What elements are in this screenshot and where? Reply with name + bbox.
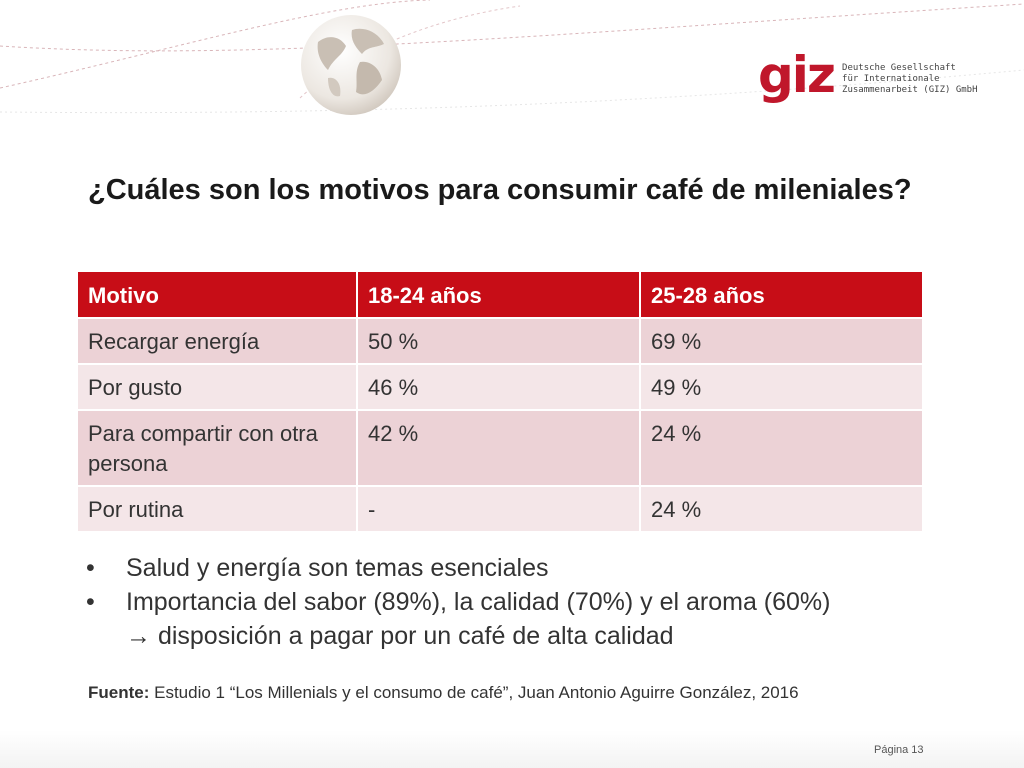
cell-motivo: Recargar energía (76, 317, 358, 365)
source-text: Estudio 1 “Los Millenials y el consumo d… (149, 683, 799, 702)
logo-line: Deutsche Gesellschaft (842, 62, 956, 73)
table-row: Para compartir con otra persona 42 % 24 … (76, 409, 924, 487)
header-motivo: Motivo (76, 270, 358, 319)
bullet-marker: • (86, 554, 95, 582)
cell-motivo: Por gusto (76, 363, 358, 411)
footer-band (0, 730, 1024, 768)
list-item: • Salud y energía son temas esenciales (84, 551, 830, 585)
cell-motivo: Para compartir con otra persona (76, 409, 358, 487)
logo-line: Zusammenarbeit (GIZ) GmbH (842, 84, 978, 95)
giz-logo-text: Deutsche Gesellschaft für Internationale… (842, 63, 977, 96)
list-item: • Importancia del sabor (89%), la calida… (84, 585, 830, 619)
slide-title: ¿Cuáles son los motivos para consumir ca… (88, 174, 912, 206)
header-25-28: 25-28 años (639, 270, 924, 319)
table-row: Recargar energía 50 % 69 % (76, 317, 924, 365)
cell-18-24: - (356, 485, 641, 533)
cell-motivo: Por rutina (76, 485, 358, 533)
bullet-text: Importancia del sabor (89%), la calidad … (126, 588, 831, 616)
list-item-continuation: → disposición a pagar por un café de alt… (84, 619, 830, 653)
cell-25-28: 49 % (639, 363, 924, 411)
source-citation: Fuente: Estudio 1 “Los Millenials y el c… (88, 683, 799, 703)
bullet-list: • Salud y energía son temas esenciales •… (84, 551, 830, 653)
page-number: Página 13 (874, 744, 924, 756)
motives-table: Motivo 18-24 años 25-28 años Recargar en… (76, 270, 924, 533)
bullet-marker: • (86, 588, 95, 616)
bullet-text: Salud y energía son temas esenciales (126, 554, 549, 582)
cell-25-28: 69 % (639, 317, 924, 365)
logo-line: für Internationale (842, 73, 940, 84)
globe-icon (301, 15, 401, 115)
cell-18-24: 46 % (356, 363, 641, 411)
source-label: Fuente: (88, 683, 150, 702)
cell-18-24: 50 % (356, 317, 641, 365)
table-row: Por rutina - 24 % (76, 485, 924, 533)
cell-25-28: 24 % (639, 485, 924, 533)
table-header-row: Motivo 18-24 años 25-28 años (76, 270, 924, 319)
table-row: Por gusto 46 % 49 % (76, 363, 924, 411)
header-18-24: 18-24 años (356, 270, 641, 319)
giz-logo: giz Deutsche Gesellschaft für Internatio… (758, 50, 978, 100)
cell-18-24: 42 % (356, 409, 641, 487)
bullet-continuation-text: → disposición a pagar por un café de alt… (126, 622, 674, 650)
giz-logo-mark: giz (758, 46, 836, 104)
cell-25-28: 24 % (639, 409, 924, 487)
